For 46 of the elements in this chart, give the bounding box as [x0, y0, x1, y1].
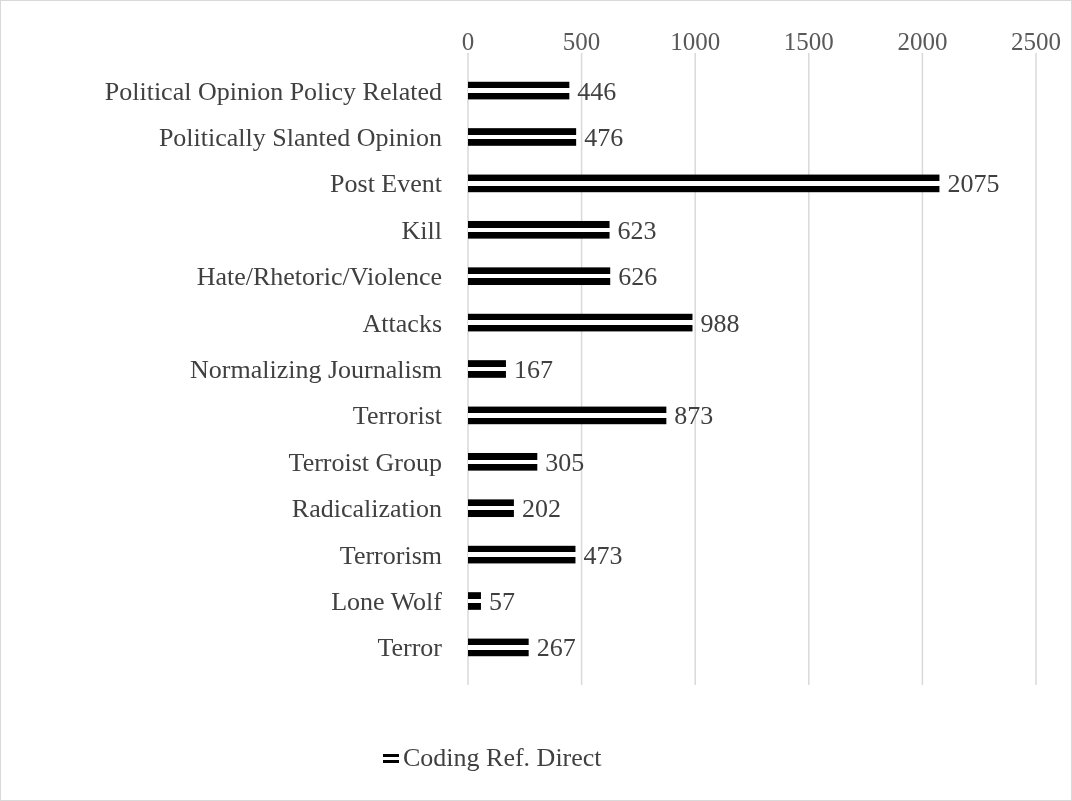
- data-label: 623: [617, 215, 657, 245]
- y-tick-label: Radicalization: [291, 494, 442, 524]
- y-tick-label: Political Opinion Policy Related: [104, 76, 442, 106]
- data-label: 202: [521, 494, 561, 524]
- bar: [468, 220, 610, 239]
- data-label: 473: [583, 540, 623, 570]
- bar: [468, 638, 529, 657]
- y-tick-label: Attacks: [362, 308, 442, 338]
- data-label: 167: [513, 355, 553, 384]
- x-tick-label: 1000: [670, 28, 721, 55]
- y-tick-label: Terror: [377, 633, 443, 663]
- data-label: 305: [545, 447, 585, 477]
- bar: [468, 592, 481, 610]
- x-tick-label: 500: [562, 28, 601, 55]
- x-tick-label: 1500: [783, 28, 834, 55]
- bar: [468, 406, 667, 425]
- y-tick-label: Terroist Group: [288, 447, 442, 477]
- bar: [468, 81, 570, 100]
- y-tick-label: Terrorism: [339, 540, 442, 570]
- y-tick-label: Terrorist: [352, 401, 443, 431]
- x-tick-label: 0: [461, 28, 475, 55]
- data-label: 626: [618, 262, 658, 292]
- x-tick-label: 2000: [897, 28, 948, 55]
- bar: [468, 545, 576, 564]
- y-tick-label: Politically Slanted Opinion: [158, 122, 442, 152]
- data-label: 873: [674, 401, 714, 431]
- data-label: 2075: [947, 169, 1000, 199]
- data-label: 267: [536, 633, 576, 663]
- bar: [468, 499, 514, 518]
- legend-label: Coding Ref. Direct: [403, 743, 603, 772]
- y-tick-label: Normalizing Journalism: [189, 355, 442, 384]
- bar: [468, 174, 940, 193]
- y-tick-label: Hate/Rhetoric/Violence: [196, 262, 442, 292]
- data-label: 476: [584, 122, 624, 152]
- data-label: 57: [488, 587, 515, 617]
- y-tick-label: Kill: [401, 215, 442, 245]
- data-label: 446: [577, 76, 617, 106]
- y-tick-label: Lone Wolf: [331, 587, 443, 617]
- y-tick-label: Post Event: [330, 169, 443, 199]
- bar: [468, 313, 693, 332]
- x-tick-label: 2500: [1011, 28, 1061, 55]
- data-label: 988: [700, 308, 740, 338]
- bar: [468, 360, 506, 378]
- bar: [468, 128, 577, 146]
- bar: [468, 452, 538, 471]
- bar: [468, 267, 611, 286]
